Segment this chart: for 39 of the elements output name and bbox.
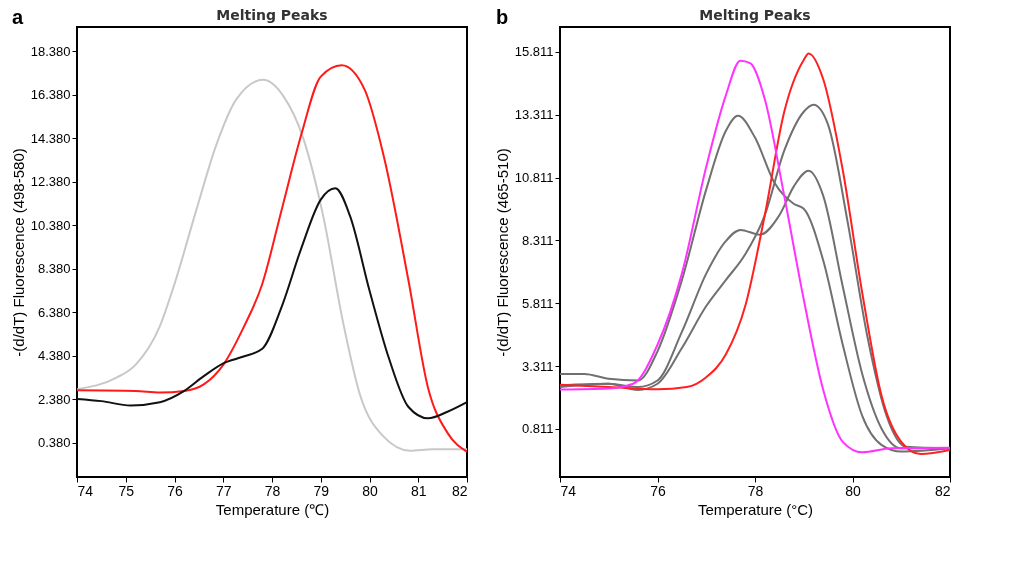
y-tick-label: 10.811 <box>514 170 554 186</box>
x-tick-label: 75 <box>118 482 135 499</box>
y-tick-label: 0.811 <box>521 421 554 437</box>
y-tick-label: 2.380 <box>37 391 71 407</box>
y-tick-label: 10.380 <box>30 217 71 233</box>
y-tick-label: 3.311 <box>521 358 554 374</box>
x-axis-title: Temperature (℃) <box>215 500 330 518</box>
x-tick-label: 74 <box>560 482 577 499</box>
x-tick-label: 80 <box>362 482 378 499</box>
y-tick-label: 4.380 <box>37 348 71 364</box>
x-axis-title: Temperature (°C) <box>697 500 814 518</box>
y-tick-label: 13.311 <box>514 107 554 123</box>
x-tick-label: 77 <box>215 482 232 499</box>
x-tick-label: 76 <box>167 482 183 499</box>
y-tick-label: 0.380 <box>37 435 71 451</box>
x-tick-label: 76 <box>650 482 666 499</box>
x-tick-label: 79 <box>313 482 330 499</box>
x-tick-label: 74 <box>77 482 94 499</box>
y-tick-label: 5.811 <box>521 295 554 311</box>
x-tick-label: 81 <box>410 482 427 499</box>
y-tick-label: 14.380 <box>30 130 71 146</box>
x-tick-label: 78 <box>747 482 764 499</box>
x-tick-label: 80 <box>845 482 861 499</box>
y-tick-label: 8.380 <box>37 261 71 277</box>
x-tick-label: 82 <box>451 482 468 499</box>
y-tick-label: 12.380 <box>30 174 71 190</box>
y-tick-label: 16.380 <box>30 87 71 103</box>
x-tick-label: 78 <box>264 482 281 499</box>
y-tick-label: 18.380 <box>30 43 71 59</box>
chart-title: Melting Peaks <box>216 7 328 23</box>
y-tick-label: 15.811 <box>514 44 554 60</box>
y-tick-label: 6.380 <box>37 304 71 320</box>
text: a <box>12 6 24 29</box>
y-tick-label: 8.311 <box>521 232 554 248</box>
y-axis-title: -(d/dT) Fluorescence (465-510) <box>493 148 511 357</box>
chart-title: Melting Peaks <box>699 7 811 23</box>
text: b <box>496 6 509 29</box>
x-tick-label: 82 <box>934 482 951 499</box>
y-axis-title: -(d/dT) Fluorescence (498-580) <box>9 148 27 357</box>
